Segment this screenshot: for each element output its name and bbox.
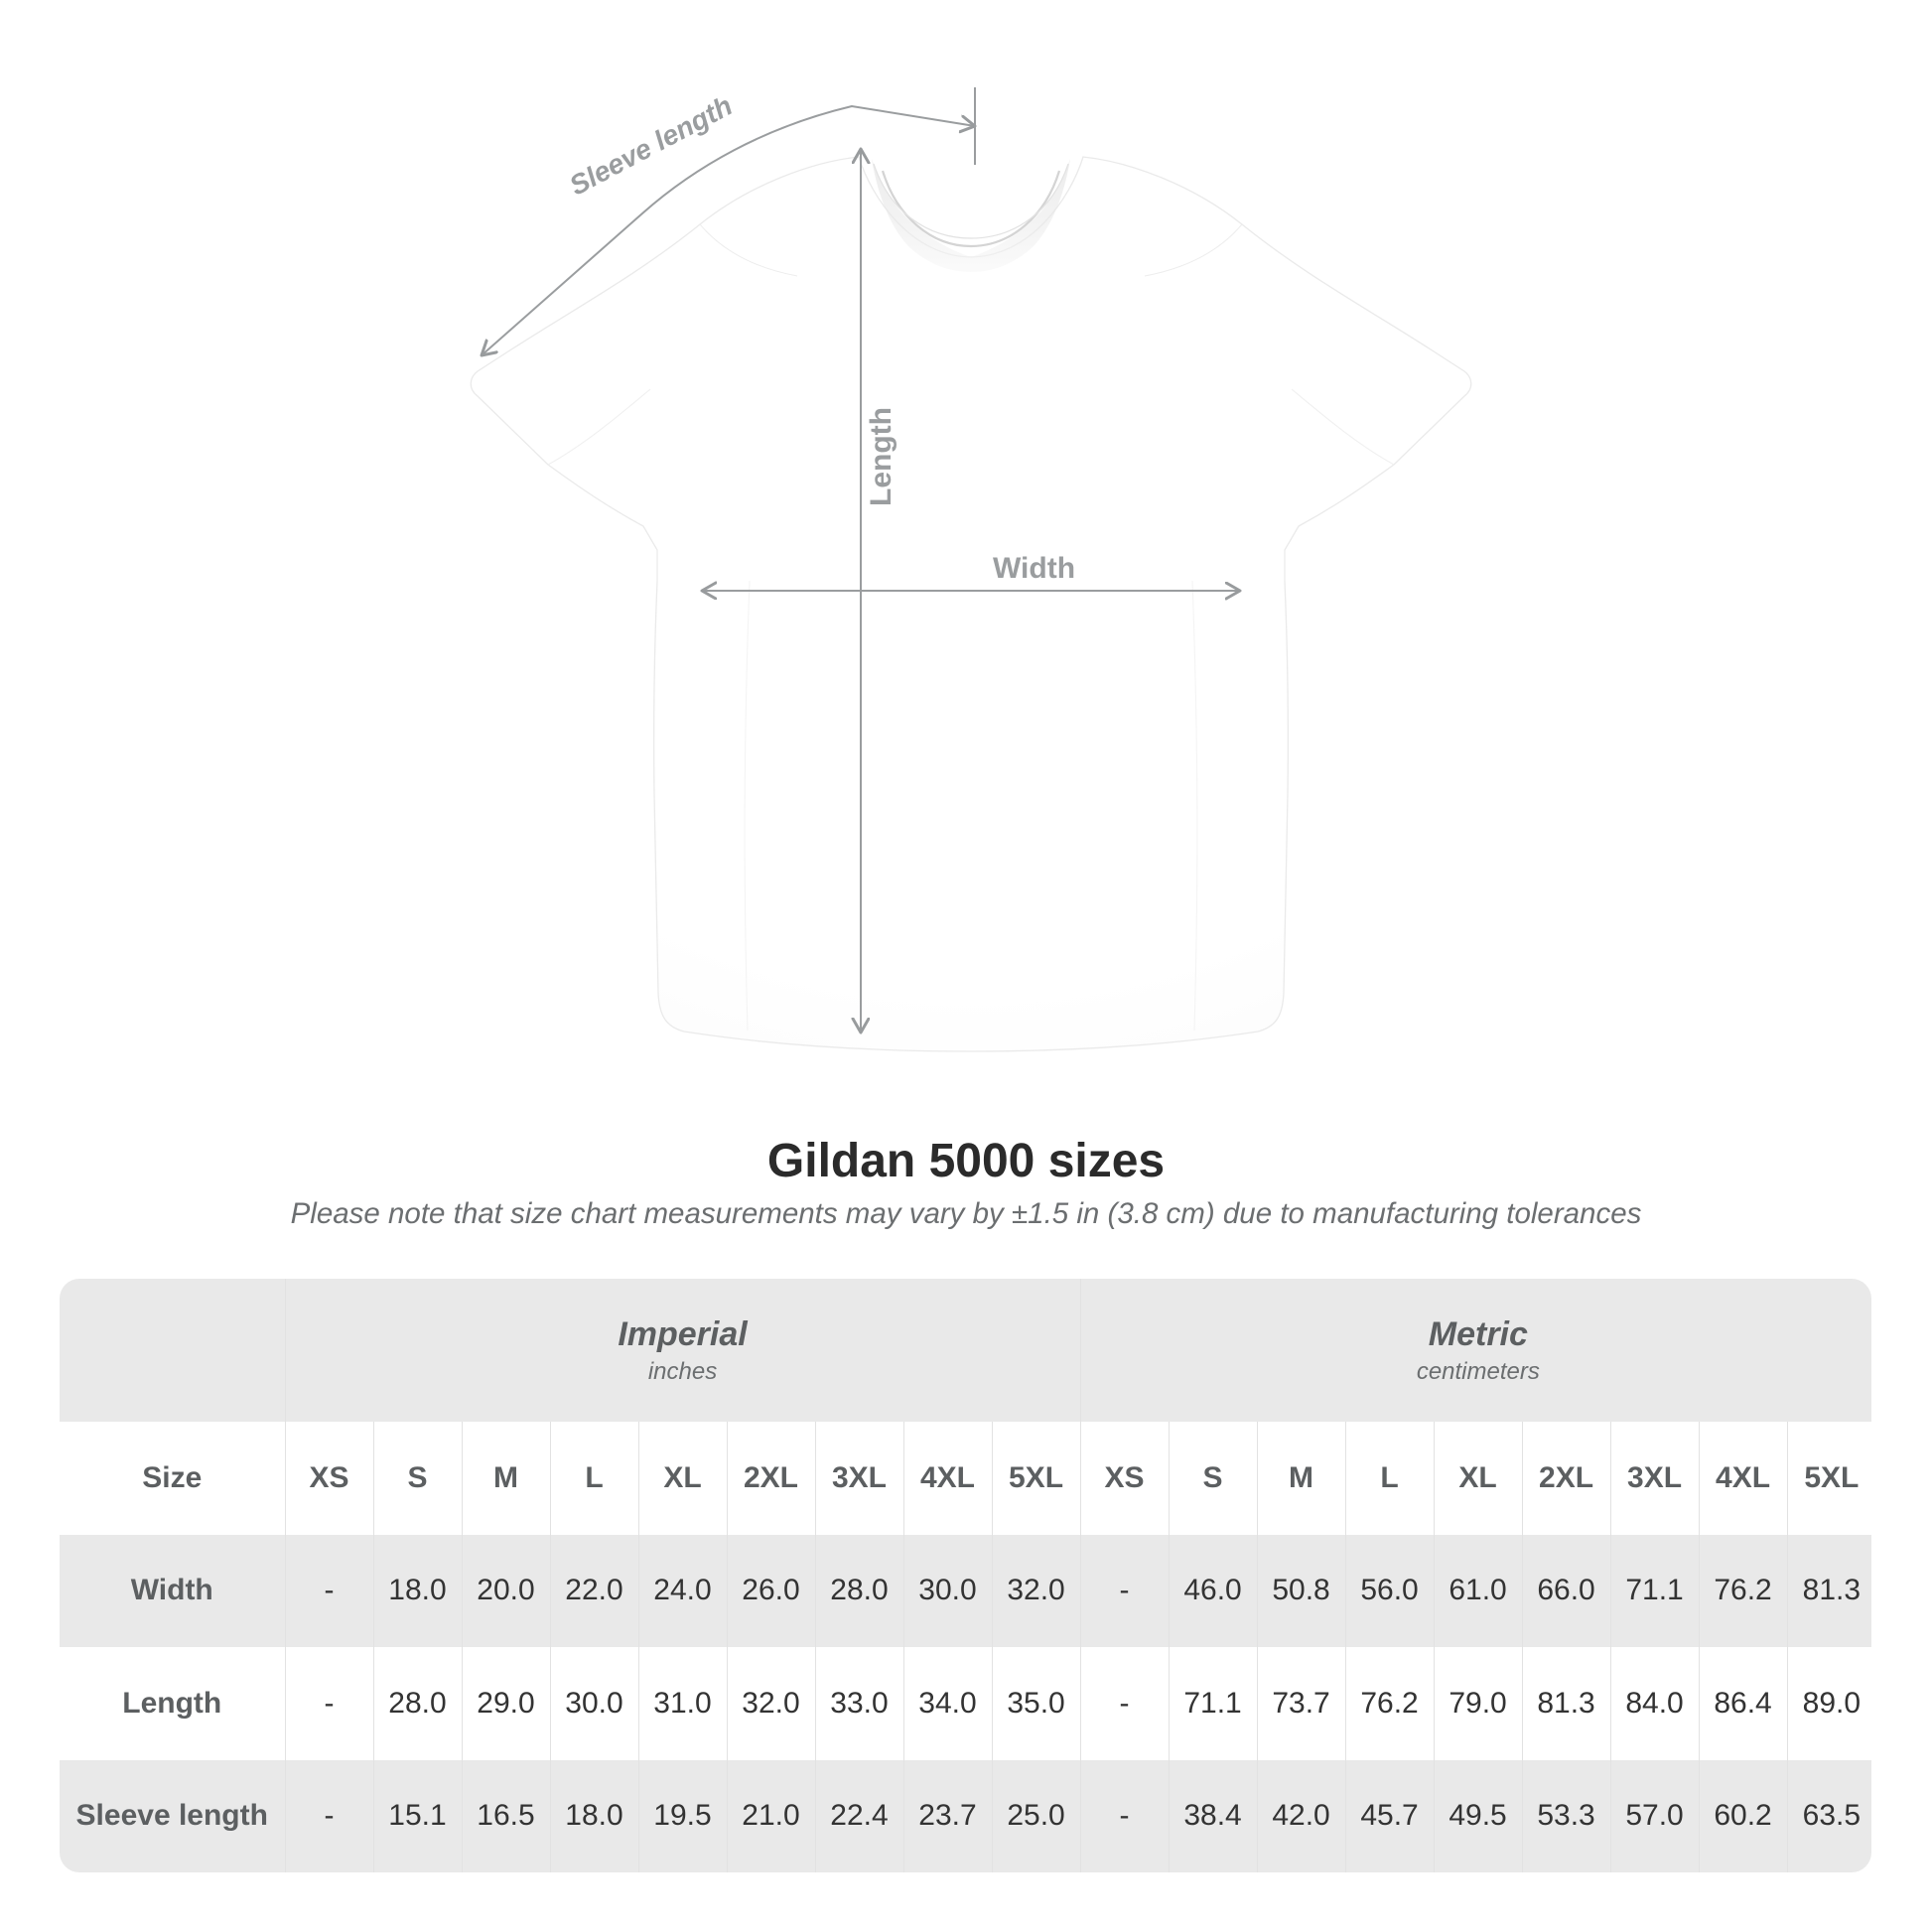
svg-text:Length: Length — [865, 407, 897, 506]
svg-text:Width: Width — [993, 552, 1075, 585]
svg-text:Sleeve length: Sleeve length — [565, 90, 738, 202]
